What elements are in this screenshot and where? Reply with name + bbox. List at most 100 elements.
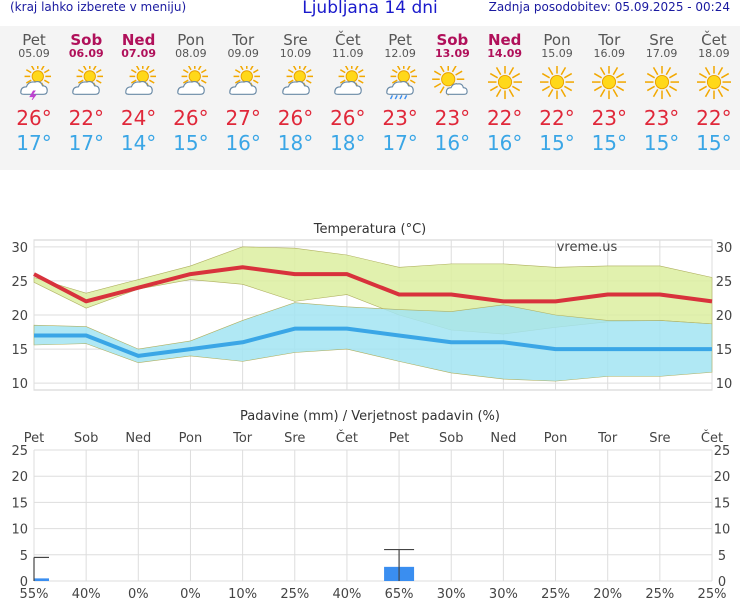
min-temperature: 16° (434, 131, 471, 155)
day-name: Ned (121, 31, 156, 49)
x-tick-label: Sre (649, 431, 670, 446)
day-column: Pet 05.09 26° 17° (8, 26, 60, 156)
sun-behind-cloud-icon (60, 63, 112, 100)
page-title: Ljubljana 14 dni (302, 0, 438, 18)
daily-forecast-strip: Pet 05.09 26° 17° Sob 06.09 22° 17° Ned 07.09 24° 1… (0, 26, 740, 170)
watermark: vreme.us (557, 240, 618, 255)
x-tick-label: Sre (284, 431, 305, 446)
max-temperature: 23° (434, 106, 471, 130)
precipitation-chart: Padavine (mm) / Verjetnost padavin (%) Pe… (11, 409, 730, 600)
x-tick-label: Čet (701, 430, 723, 446)
day-column: Čet 11.09 26° 18° (322, 26, 374, 156)
max-temperature: 26° (330, 106, 366, 130)
min-temperature: 15° (643, 131, 680, 155)
y-tick-label: 20 (11, 470, 28, 485)
min-temperature: 17° (382, 131, 418, 155)
min-temperature: 18° (330, 131, 366, 155)
x-tick-label: Sob (74, 431, 98, 446)
sun-behind-cloud-icon (165, 63, 217, 100)
max-temperature: 23° (591, 106, 628, 130)
day-name: Tor (232, 31, 255, 49)
day-column: Ned 07.09 24° 14° (113, 26, 165, 156)
precipitation-probability: 25% (541, 587, 570, 600)
max-temperature: 26° (277, 106, 314, 130)
y-tick-label: 10 (11, 377, 28, 392)
x-tick-label: Pet (389, 431, 409, 446)
temperature-chart: Temperatura (°C) 10 10 15 15 20 20 25 25 30 30 vrem… (11, 222, 732, 392)
min-temperature: 15° (173, 131, 209, 155)
y-tick-label-right: 30 (716, 241, 733, 256)
sun-icon (636, 65, 688, 100)
x-tick-label: Pon (179, 431, 203, 446)
day-column: Tor 16.09 23° 15° (583, 26, 635, 156)
y-tick-label-right: 15 (714, 496, 731, 511)
y-tick-label-right: 0 (718, 575, 726, 590)
y-tick-label-right: 25 (716, 275, 733, 290)
day-date: 06.09 (68, 47, 104, 60)
day-name: Sre (283, 31, 308, 49)
max-temperature: 23° (643, 106, 680, 130)
min-temperature: 17° (68, 131, 105, 155)
y-tick-label: 20 (11, 309, 28, 324)
precipitation-probability: 20% (593, 587, 622, 600)
y-tick-label: 25 (11, 275, 28, 290)
sun-icon (479, 65, 531, 100)
temperature-chart-title: Temperatura (°C) (313, 222, 426, 237)
precipitation-probability: 30% (437, 587, 466, 600)
y-tick-label: 15 (11, 343, 28, 358)
precipitation-chart-title: Padavine (mm) / Verjetnost padavin (%) (240, 409, 500, 424)
day-date: 08.09 (175, 47, 207, 60)
day-column: Čet 18.09 22° 15° (688, 26, 740, 156)
day-name: Tor (598, 31, 621, 49)
sun-icon (688, 65, 740, 100)
max-temperature: 26° (173, 106, 209, 130)
x-tick-label: Ned (490, 431, 516, 446)
precipitation-probability: 55% (20, 587, 49, 600)
day-name: Čet (335, 31, 361, 49)
day-date: 17.09 (645, 47, 678, 60)
max-temperature: 27° (225, 106, 261, 130)
day-date: 05.09 (18, 47, 50, 60)
day-name: Pon (543, 31, 571, 49)
min-temperature-range (33, 302, 713, 382)
precipitation-probability: 0% (180, 587, 201, 600)
y-tick-label: 30 (11, 241, 28, 256)
max-temperature: 26° (16, 106, 52, 130)
max-temperature-line (33, 265, 713, 304)
day-name: Sob (70, 31, 103, 49)
y-tick-label-right: 20 (716, 309, 733, 324)
min-temperature: 15° (539, 131, 575, 155)
precipitation-probability: 65% (385, 587, 414, 600)
precipitation-probability: 25% (698, 587, 727, 600)
x-tick-label: Sob (439, 431, 463, 446)
max-temperature: 23° (382, 106, 418, 130)
day-column: Tor 09.09 27° 16° (217, 26, 269, 156)
day-name: Pet (22, 31, 46, 49)
y-tick-label-right: 25 (714, 444, 731, 459)
precipitation-probability: 10% (228, 587, 257, 600)
min-temperature: 14° (120, 131, 157, 155)
day-name: Sob (436, 31, 469, 49)
x-tick-label: Pet (24, 431, 44, 446)
day-column: Sob 13.09 23° 16° (426, 26, 478, 156)
min-temperature-line (34, 326, 712, 358)
x-tick-label: Tor (232, 431, 253, 446)
y-tick-label: 15 (11, 496, 28, 511)
sun-behind-cloud-icon (270, 63, 322, 100)
max-temperature: 22° (486, 106, 523, 130)
day-column: Pon 08.09 26° 15° (165, 26, 217, 156)
max-temperature: 22° (68, 106, 105, 130)
day-date: 07.09 (121, 47, 156, 60)
day-name: Sre (649, 31, 674, 49)
day-column: Sob 06.09 22° 17° (60, 26, 112, 156)
day-date: 16.09 (593, 47, 626, 60)
y-tick-label-right: 10 (714, 523, 731, 538)
day-column: Sre 10.09 26° 18° (270, 26, 322, 156)
x-tick-label: Tor (597, 431, 618, 446)
day-column: Pon 15.09 22° 15° (531, 26, 583, 156)
day-name: Čet (701, 31, 727, 49)
max-temperature: 24° (120, 106, 157, 130)
precipitation-probability: 30% (489, 587, 518, 600)
min-temperature: 18° (277, 131, 314, 155)
